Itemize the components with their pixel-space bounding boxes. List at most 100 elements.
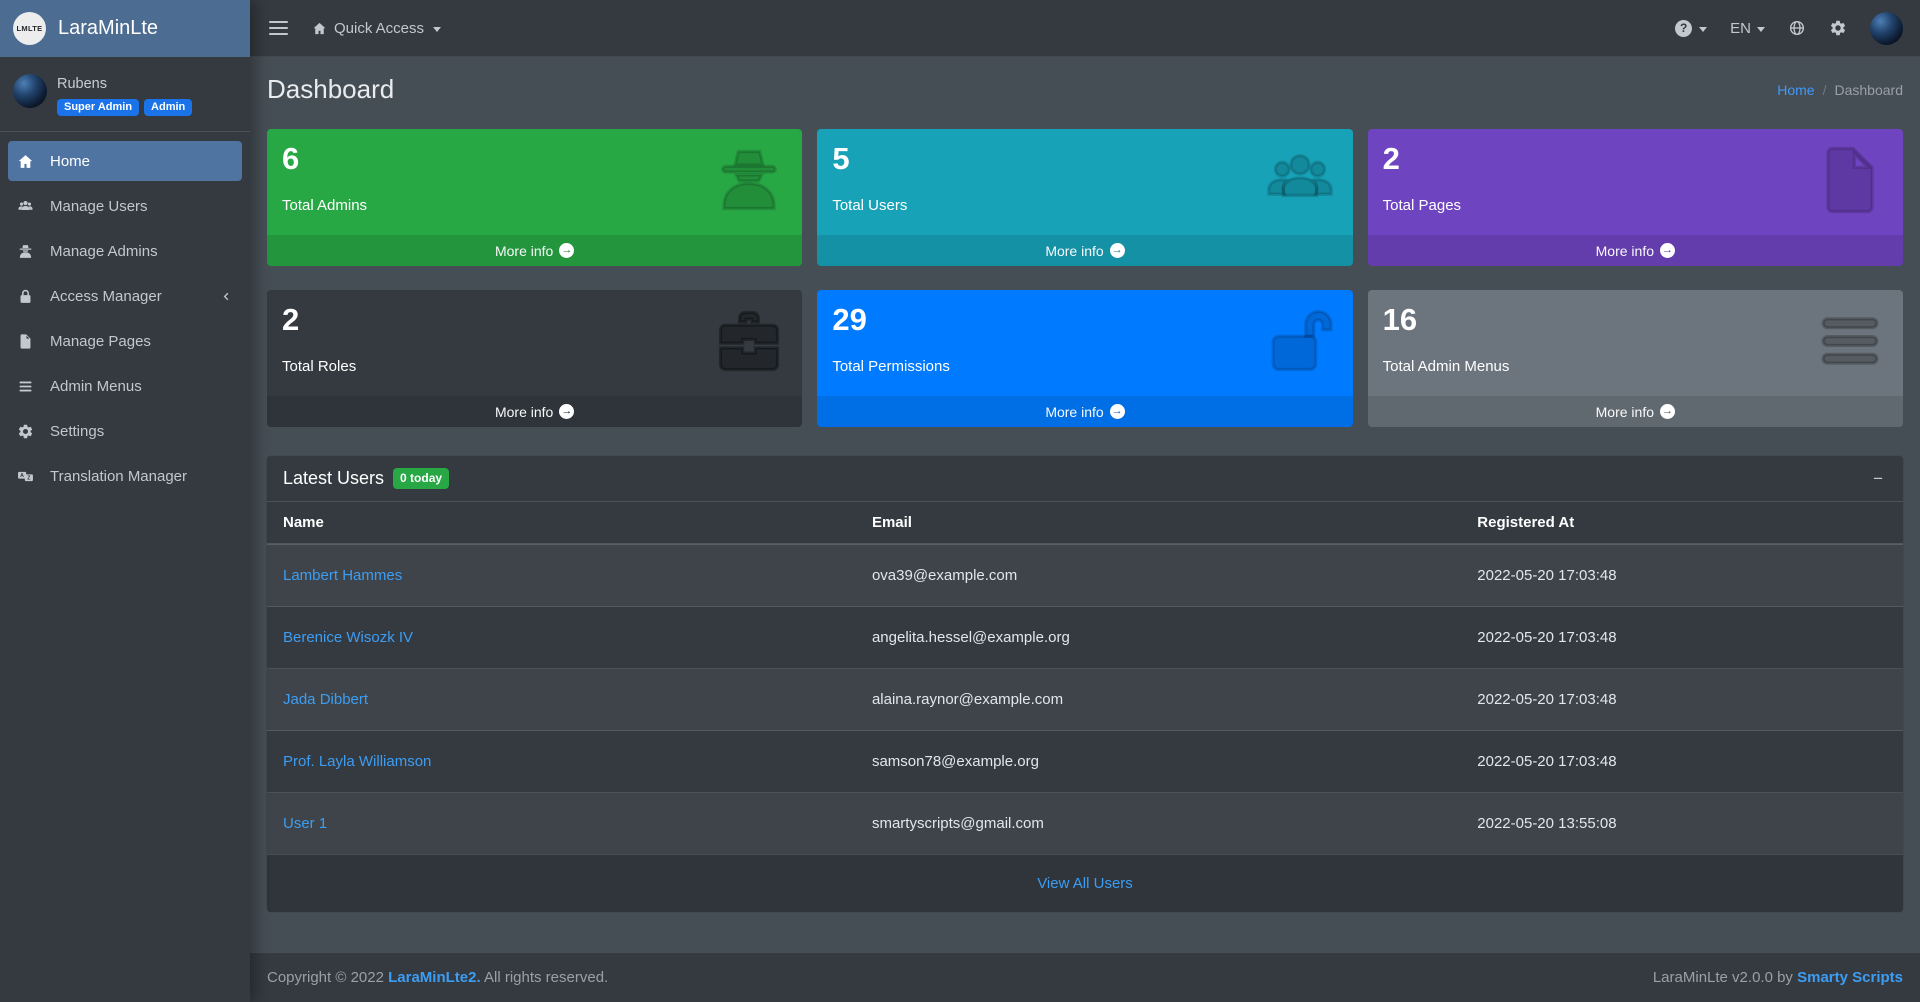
- navbar-right: ? EN: [1675, 12, 1903, 45]
- cell-email: ova39@example.com: [856, 544, 1461, 607]
- settings-button[interactable]: [1829, 19, 1847, 37]
- stat-label: Total Pages: [1383, 197, 1888, 214]
- more-info-link[interactable]: More info →: [817, 396, 1352, 427]
- user-name-link[interactable]: Jada Dibbert: [283, 691, 368, 708]
- sidebar-nav: Home Manage Users Manage Admins Access M…: [0, 141, 250, 501]
- user-name-link[interactable]: Lambert Hammes: [283, 567, 402, 584]
- stat-label: Total Admins: [282, 197, 787, 214]
- sidebar-item-label: Home: [50, 153, 90, 170]
- sidebar-item-label: Manage Users: [50, 198, 148, 215]
- quick-access-label: Quick Access: [334, 20, 424, 37]
- card-footer: View All Users: [267, 854, 1903, 912]
- stat-boxes: 6 Total Admins More info → 5 Total Users: [267, 129, 1903, 427]
- stat-value: 16: [1383, 303, 1888, 337]
- cell-name: Berenice Wisozk IV: [267, 607, 856, 669]
- sidebar-item-manage-users[interactable]: Manage Users: [8, 186, 242, 226]
- globe-button[interactable]: [1788, 19, 1806, 37]
- home-icon: [17, 153, 40, 170]
- sidebar-item-manage-pages[interactable]: Manage Pages: [8, 321, 242, 361]
- footer-copyright-prefix: Copyright © 2022: [267, 969, 388, 986]
- stat-label: Total Roles: [282, 358, 787, 375]
- more-info-link[interactable]: More info →: [1368, 396, 1903, 427]
- sidebar-item-manage-admins[interactable]: Manage Admins: [8, 231, 242, 271]
- arrow-circle-right-icon: →: [559, 404, 574, 419]
- globe-icon: [1788, 19, 1806, 37]
- table-row: User 1 smartyscripts@gmail.com 2022-05-2…: [267, 793, 1903, 855]
- footer-vendor-link[interactable]: Smarty Scripts: [1797, 969, 1903, 986]
- hamburger-icon[interactable]: [267, 17, 290, 39]
- gear-icon: [17, 423, 40, 440]
- stat-label: Total Users: [832, 197, 1337, 214]
- more-info-link[interactable]: More info →: [1368, 235, 1903, 266]
- column-header-name: Name: [267, 502, 856, 544]
- stat-label: Total Admin Menus: [1383, 358, 1888, 375]
- more-info-link[interactable]: More info →: [267, 396, 802, 427]
- breadcrumb: Home / Dashboard: [1777, 82, 1903, 98]
- sidebar-item-translation-manager[interactable]: AZ Translation Manager: [8, 456, 242, 496]
- sidebar-item-admin-menus[interactable]: Admin Menus: [8, 366, 242, 406]
- arrow-circle-right-icon: →: [1110, 404, 1125, 419]
- page-title: Dashboard: [267, 74, 394, 105]
- table-row: Lambert Hammes ova39@example.com 2022-05…: [267, 544, 1903, 607]
- arrow-circle-right-icon: →: [1660, 243, 1675, 258]
- stat-box-inner: 5 Total Users: [817, 129, 1352, 235]
- quick-access-menu[interactable]: Quick Access: [312, 20, 441, 37]
- chevron-left-icon: [220, 290, 233, 303]
- user-name[interactable]: Rubens: [57, 74, 192, 92]
- stat-box-total-admin-menus: 16 Total Admin Menus More info →: [1368, 290, 1903, 427]
- question-circle-icon: ?: [1675, 20, 1692, 37]
- arrow-circle-right-icon: →: [1660, 404, 1675, 419]
- cell-name: User 1: [267, 793, 856, 855]
- user-name-link[interactable]: Berenice Wisozk IV: [283, 629, 413, 646]
- view-all-users-link[interactable]: View All Users: [1037, 875, 1133, 892]
- table-row: Berenice Wisozk IV angelita.hessel@examp…: [267, 607, 1903, 669]
- footer-brand-link[interactable]: LaraMinLte2.: [388, 969, 481, 986]
- language-icon: AZ: [17, 468, 40, 485]
- gear-icon: [1829, 19, 1847, 37]
- table-header-row: Name Email Registered At: [267, 502, 1903, 544]
- bars-icon: [17, 378, 40, 395]
- brand-logo: LMLTE: [13, 12, 46, 45]
- more-info-label: More info: [1596, 404, 1654, 420]
- cell-registered-at: 2022-05-20 17:03:48: [1461, 544, 1903, 607]
- sidebar-avatar[interactable]: [13, 74, 47, 108]
- user-secret-icon: [17, 243, 40, 260]
- cell-name: Prof. Layla Williamson: [267, 731, 856, 793]
- user-name-link[interactable]: User 1: [283, 815, 327, 832]
- breadcrumb-home-link[interactable]: Home: [1777, 82, 1814, 98]
- breadcrumb-separator: /: [1823, 82, 1827, 98]
- more-info-link[interactable]: More info →: [817, 235, 1352, 266]
- stat-box-total-pages: 2 Total Pages More info →: [1368, 129, 1903, 266]
- stat-label: Total Permissions: [832, 358, 1337, 375]
- column-header-email: Email: [856, 502, 1461, 544]
- stat-value: 29: [832, 303, 1337, 337]
- cell-email: angelita.hessel@example.org: [856, 607, 1461, 669]
- brand[interactable]: LMLTE LaraMinLte: [0, 0, 250, 57]
- cell-registered-at: 2022-05-20 13:55:08: [1461, 793, 1903, 855]
- sidebar-item-home[interactable]: Home: [8, 141, 242, 181]
- cell-name: Lambert Hammes: [267, 544, 856, 607]
- stat-value: 2: [1383, 142, 1888, 176]
- navbar-avatar[interactable]: [1870, 12, 1903, 45]
- cell-registered-at: 2022-05-20 17:03:48: [1461, 607, 1903, 669]
- sidebar-item-label: Access Manager: [50, 288, 162, 305]
- sidebar-item-access-manager[interactable]: Access Manager: [8, 276, 242, 316]
- main-area: Quick Access ? EN Dashboard Home: [250, 0, 1920, 1002]
- collapse-button[interactable]: −: [1869, 470, 1887, 487]
- arrow-circle-right-icon: →: [559, 243, 574, 258]
- chevron-down-icon: [1699, 27, 1707, 32]
- language-dropdown[interactable]: EN: [1730, 20, 1765, 37]
- user-name-link[interactable]: Prof. Layla Williamson: [283, 753, 431, 770]
- cell-name: Jada Dibbert: [267, 669, 856, 731]
- stat-box-inner: 2 Total Pages: [1368, 129, 1903, 235]
- latest-users-card: Latest Users 0 today − Name Email Regist…: [267, 456, 1903, 912]
- today-count-badge: 0 today: [393, 468, 449, 488]
- stat-value: 6: [282, 142, 787, 176]
- brand-logo-text: LMLTE: [17, 24, 43, 33]
- sidebar-item-settings[interactable]: Settings: [8, 411, 242, 451]
- language-code: EN: [1730, 20, 1751, 37]
- sidebar-item-label: Manage Pages: [50, 333, 151, 350]
- more-info-link[interactable]: More info →: [267, 235, 802, 266]
- role-badge-admin: Admin: [144, 99, 192, 116]
- help-dropdown[interactable]: ?: [1675, 20, 1707, 37]
